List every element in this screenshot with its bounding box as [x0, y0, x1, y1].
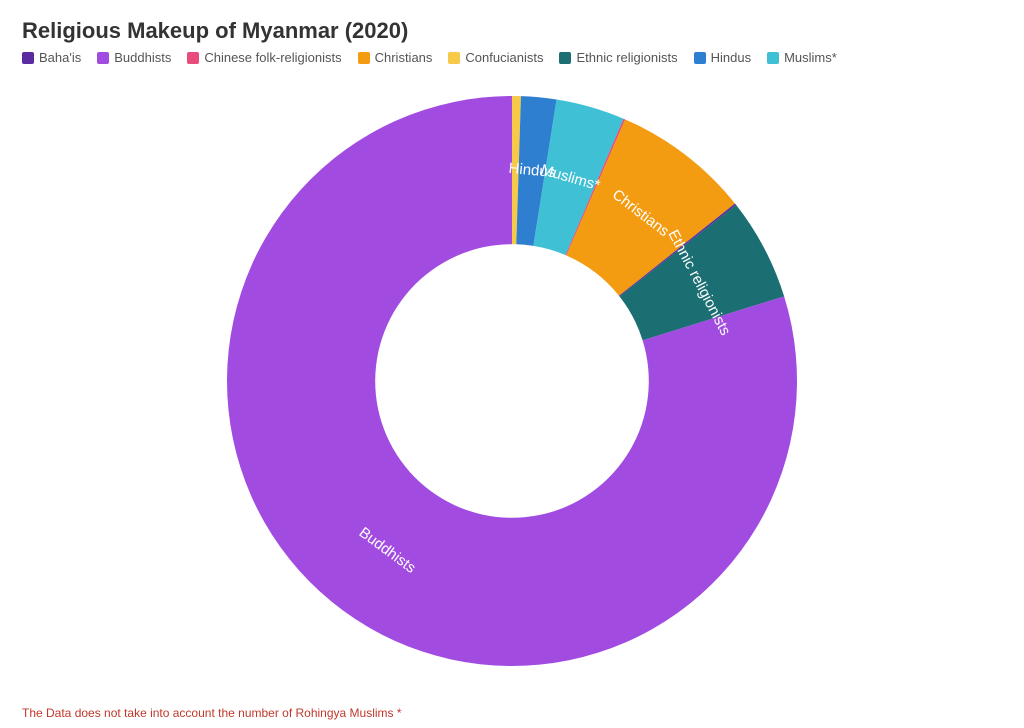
- legend-swatch: [559, 52, 571, 64]
- legend-label: Hindus: [711, 50, 751, 65]
- legend-label: Buddhists: [114, 50, 171, 65]
- legend-item[interactable]: Confucianists: [448, 50, 543, 65]
- legend-swatch: [448, 52, 460, 64]
- legend-swatch: [358, 52, 370, 64]
- legend-label: Christians: [375, 50, 433, 65]
- chart-page: Religious Makeup of Myanmar (2020) Baha'…: [0, 0, 1024, 728]
- legend: Baha'is Buddhists Chinese folk-religionist…: [22, 50, 1002, 65]
- legend-item[interactable]: Baha'is: [22, 50, 81, 65]
- legend-item[interactable]: Ethnic religionists: [559, 50, 677, 65]
- legend-label: Ethnic religionists: [576, 50, 677, 65]
- legend-swatch: [97, 52, 109, 64]
- page-title: Religious Makeup of Myanmar (2020): [22, 18, 1002, 44]
- legend-swatch: [694, 52, 706, 64]
- legend-label: Baha'is: [39, 50, 81, 65]
- donut-chart: HindusMuslims*ChristiansEthnic religioni…: [22, 71, 1002, 671]
- legend-label: Confucianists: [465, 50, 543, 65]
- legend-swatch: [187, 52, 199, 64]
- legend-item[interactable]: Christians: [358, 50, 433, 65]
- legend-label: Chinese folk-religionists: [204, 50, 341, 65]
- legend-swatch: [22, 52, 34, 64]
- footnote: The Data does not take into account the …: [22, 706, 402, 720]
- legend-item[interactable]: Chinese folk-religionists: [187, 50, 341, 65]
- legend-swatch: [767, 52, 779, 64]
- legend-item[interactable]: Buddhists: [97, 50, 171, 65]
- donut-svg: HindusMuslims*ChristiansEthnic religioni…: [22, 71, 1002, 671]
- legend-item[interactable]: Hindus: [694, 50, 751, 65]
- legend-item[interactable]: Muslims*: [767, 50, 837, 65]
- legend-label: Muslims*: [784, 50, 837, 65]
